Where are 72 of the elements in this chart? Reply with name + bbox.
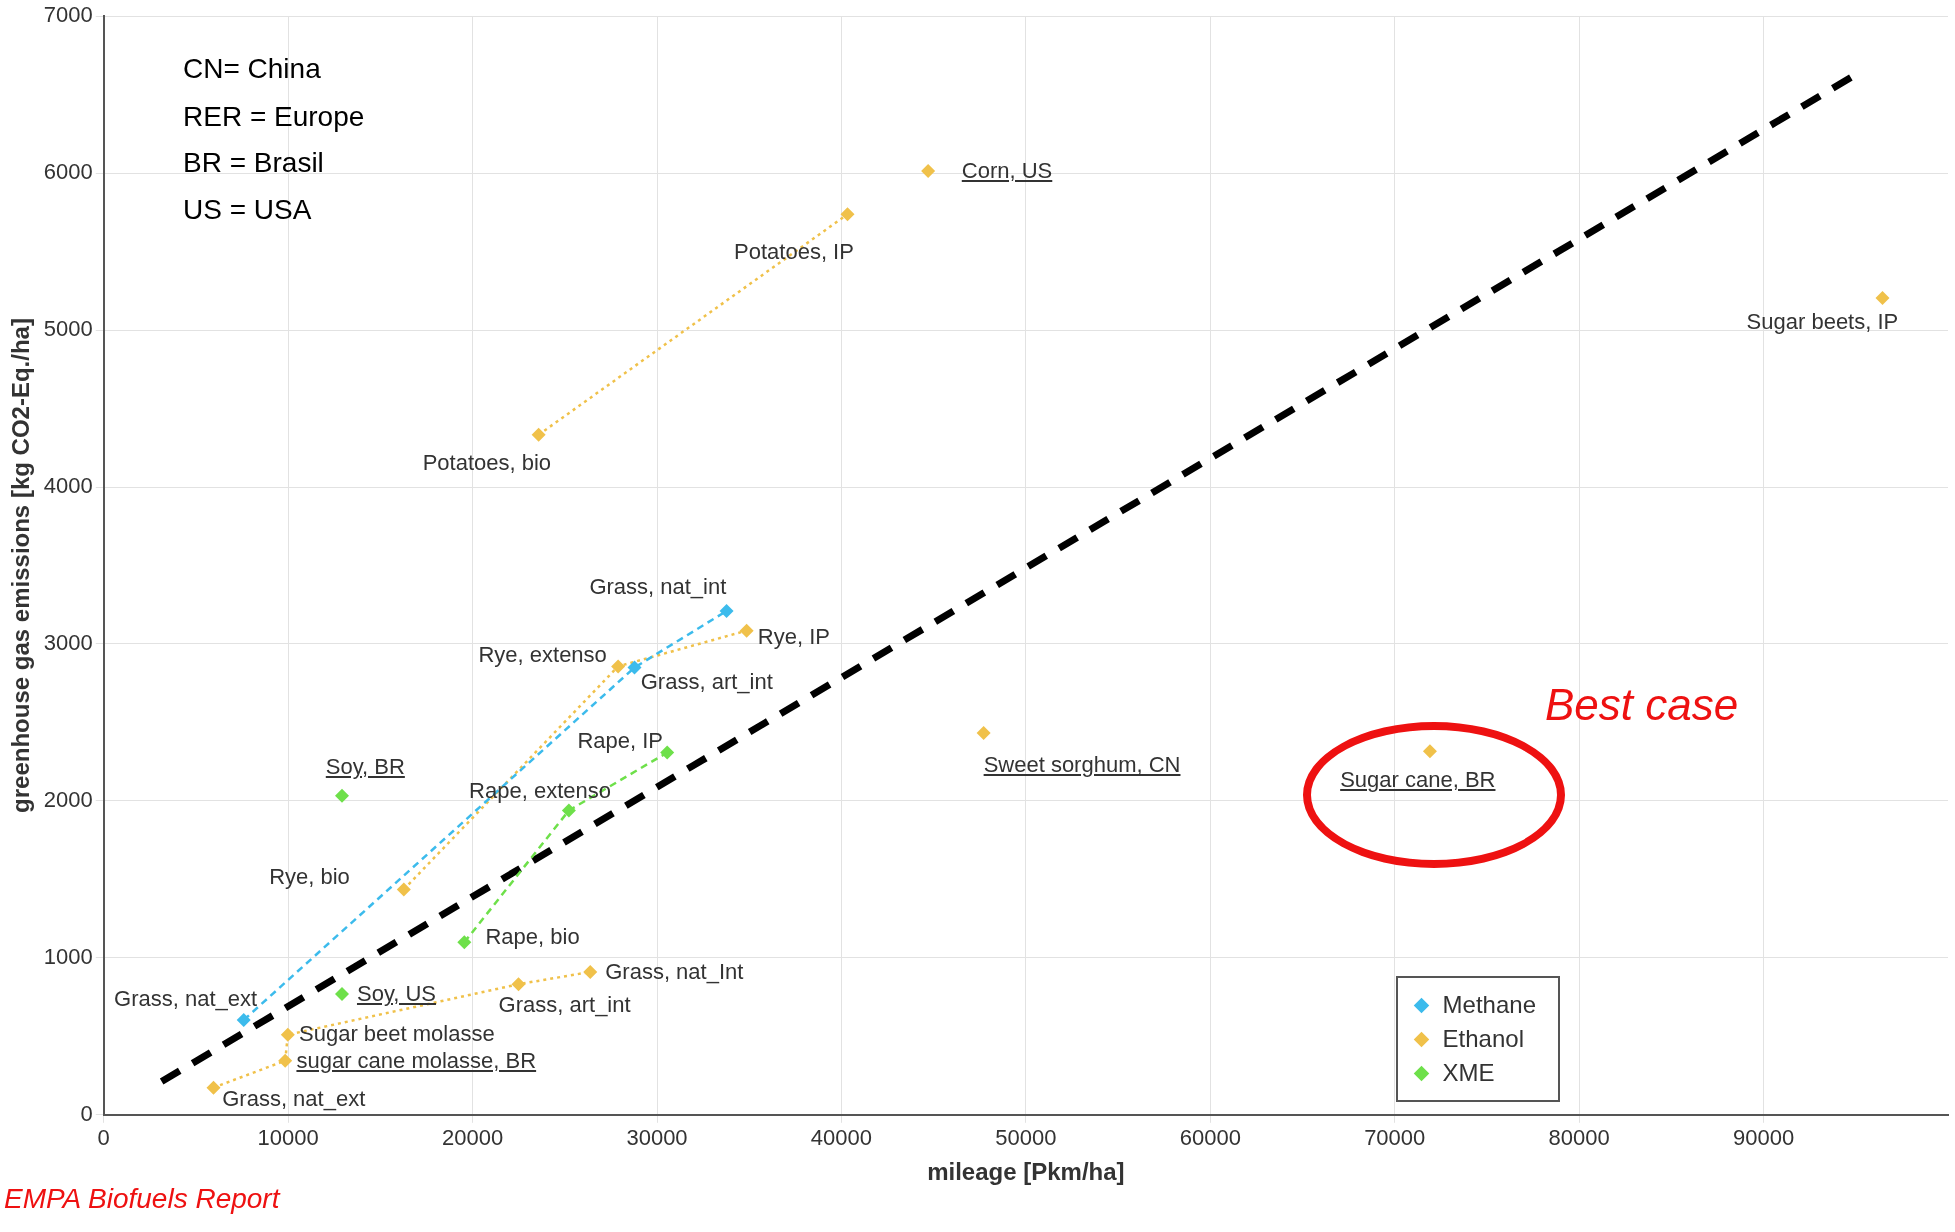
annotation: Potatoes, IP bbox=[734, 238, 854, 265]
legend-label: Ethanol bbox=[1442, 1024, 1524, 1054]
point bbox=[335, 788, 350, 803]
x-tick-label: 20000 bbox=[442, 1125, 504, 1151]
text: EMPA Biofuels Report bbox=[4, 1182, 281, 1214]
point bbox=[278, 1053, 293, 1068]
annotation: Sugar beets, IP bbox=[1746, 308, 1899, 335]
y-tick-label: 0 bbox=[80, 1100, 93, 1126]
point bbox=[236, 1013, 251, 1028]
x-tick-label: 0 bbox=[97, 1125, 110, 1151]
y-tick-label: 5000 bbox=[43, 316, 93, 342]
y-tick-label: 7000 bbox=[43, 2, 93, 28]
point bbox=[206, 1080, 221, 1095]
y-axis-title: greenhouse gas emissions [kg CO2-Eq./ha] bbox=[7, 318, 35, 813]
point bbox=[396, 882, 411, 897]
annotation: RER = Europe bbox=[183, 100, 365, 132]
annotation: Soy, BR bbox=[325, 754, 405, 781]
x-tick-label: 30000 bbox=[626, 1125, 688, 1151]
annotation: Rye, IP bbox=[757, 623, 830, 650]
x-axis-title: mileage [Pkm/ha] bbox=[927, 1158, 1125, 1186]
y-tick-label: 2000 bbox=[43, 786, 93, 812]
y-tick-label: 6000 bbox=[43, 159, 93, 185]
y-tick-label: 4000 bbox=[43, 473, 93, 499]
annotation: Rape, IP bbox=[577, 728, 663, 755]
point bbox=[457, 935, 472, 950]
x-tick-label: 70000 bbox=[1364, 1125, 1426, 1151]
annotation: Grass, art_int bbox=[498, 992, 631, 1019]
x-tick-label: 10000 bbox=[257, 1125, 319, 1151]
annotation: Grass, art_int bbox=[640, 669, 773, 696]
annotation: Soy, US bbox=[356, 981, 437, 1008]
annotation: sugar cane molasse, BR bbox=[296, 1047, 537, 1074]
annotation: CN= China bbox=[183, 52, 322, 84]
point bbox=[335, 987, 350, 1002]
annotation: Rape, bio bbox=[485, 924, 580, 951]
point bbox=[1422, 744, 1437, 759]
point bbox=[660, 745, 675, 760]
annotation: Grass, nat_Int bbox=[605, 958, 744, 985]
point bbox=[739, 623, 754, 638]
annotation: Best case bbox=[1545, 680, 1739, 730]
point bbox=[280, 1027, 295, 1042]
annotation: Potatoes, bio bbox=[422, 450, 552, 477]
point bbox=[719, 604, 734, 619]
x-tick-label: 40000 bbox=[810, 1125, 873, 1151]
legend-label: XME bbox=[1442, 1058, 1495, 1088]
annotation: Rye, extenso bbox=[478, 642, 607, 669]
point bbox=[840, 207, 855, 222]
annotation: BR = Brasil bbox=[183, 146, 324, 178]
point bbox=[921, 164, 936, 179]
point bbox=[583, 964, 598, 979]
annotation: Sweet sorghum, CN bbox=[983, 752, 1181, 779]
x-tick-label: 50000 bbox=[995, 1125, 1057, 1151]
x-tick-label: 80000 bbox=[1548, 1125, 1610, 1151]
y-tick-label: 1000 bbox=[43, 943, 93, 969]
annotation: Corn, US bbox=[961, 158, 1053, 185]
x-tick-label: 60000 bbox=[1179, 1125, 1241, 1151]
x-tick-label: 90000 bbox=[1732, 1125, 1795, 1151]
annotation: Rye, bio bbox=[269, 863, 350, 890]
point bbox=[627, 660, 642, 675]
y-tick-label: 3000 bbox=[43, 630, 93, 656]
annotation: Sugar beet molasse bbox=[299, 1020, 495, 1047]
point bbox=[611, 659, 626, 674]
annotation: Grass, nat_ext bbox=[222, 1085, 366, 1112]
point bbox=[1875, 291, 1890, 306]
point bbox=[976, 725, 991, 740]
point bbox=[511, 977, 526, 992]
annotation: Grass, nat_ext bbox=[114, 985, 258, 1012]
annotation: Sugar cane, BR bbox=[1340, 767, 1496, 793]
point bbox=[531, 427, 546, 442]
annotation: Grass, nat_int bbox=[589, 574, 727, 601]
legend-label: Methane bbox=[1442, 990, 1536, 1020]
point bbox=[561, 803, 576, 818]
annotation: US = USA bbox=[183, 193, 312, 225]
